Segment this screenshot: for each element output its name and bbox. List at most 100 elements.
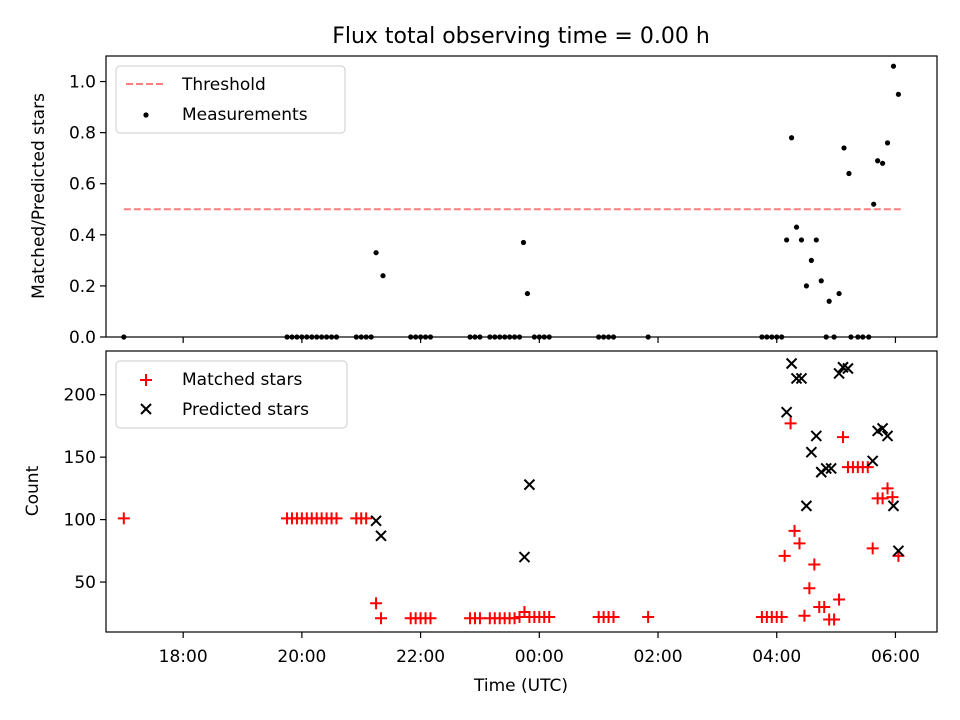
matched-star-point (778, 549, 791, 562)
matched-star-point (117, 512, 130, 525)
matched-star-point (788, 524, 801, 537)
top-y-axis-label: Matched/Predicted stars (29, 93, 49, 299)
legend-matched-label: Matched stars (182, 370, 302, 390)
predicted-star-point (375, 530, 387, 542)
bottom-axes-frame (105, 350, 938, 633)
measurement-point (846, 170, 852, 177)
top-legend-box (115, 65, 346, 134)
matched-star-point (543, 611, 556, 624)
legend-matched-swatch (140, 374, 152, 386)
matched-star-point (642, 611, 655, 624)
x-tick-label: 00:00 (515, 647, 564, 667)
matched-star-point (876, 492, 889, 505)
measurement-point (836, 290, 842, 297)
predicted-star-point (881, 430, 894, 442)
y-tick-label: 0.4 (69, 226, 96, 246)
measurement-point (895, 91, 902, 97)
y-tick-label: 0.6 (69, 175, 96, 195)
predicted-star-point (810, 430, 823, 442)
measurement-point (380, 273, 386, 279)
legend-threshold-label: Threshold (181, 75, 266, 95)
matched-star-point (798, 609, 811, 622)
measurement-point (798, 237, 805, 243)
bottom-plot-marks (117, 357, 905, 626)
top-x-ticks (182, 337, 897, 343)
matched-star-point (784, 417, 797, 430)
measurement-point (784, 237, 790, 243)
measurement-point (373, 250, 379, 256)
x-axis-label: Time (UTC) (473, 676, 568, 696)
measurement-point (818, 278, 824, 284)
y-tick-label: 100 (64, 511, 96, 531)
y-tick-label: 50 (74, 573, 96, 593)
matched-star-point (886, 491, 899, 504)
matched-star-point (424, 612, 437, 625)
measurement-point (813, 237, 819, 243)
matched-star-point (607, 611, 620, 624)
x-tick-label: 18:00 (159, 647, 208, 667)
predicted-star-point (842, 362, 854, 375)
matched-star-point (793, 537, 806, 550)
legend-measurements-swatch (143, 112, 149, 118)
chart-title: Flux total observing time = 0.00 h (332, 24, 710, 49)
matched-star-point (833, 593, 846, 606)
measurement-point (524, 290, 531, 297)
measurement-point (871, 201, 877, 207)
bottom-x-ticks: 18:00 20:00 22:00 00:00 02:00 04:00 06:00 (159, 632, 920, 667)
predicted-star-point (820, 462, 832, 475)
measurement-point (808, 257, 814, 263)
measurement-point (793, 224, 800, 230)
predicted-star-point (785, 357, 798, 370)
predicted-star-point (887, 500, 900, 512)
measurement-point (879, 160, 886, 166)
measurement-point (788, 135, 795, 141)
predicted-star-point (523, 478, 536, 491)
predicted-star-point (805, 446, 818, 458)
measurement-point (875, 158, 881, 164)
predicted-star-point (780, 406, 793, 418)
matched-star-point (808, 558, 821, 571)
matched-star-point (360, 512, 373, 525)
predicted-star-point (833, 367, 845, 380)
measurement-point (803, 283, 810, 289)
predicted-star-point (876, 422, 889, 435)
x-tick-label: 06:00 (871, 647, 920, 667)
top-legend: Threshold Measurements (115, 65, 346, 134)
bottom-y-axis-label: Count (23, 465, 43, 516)
y-tick-label: 0.8 (69, 124, 96, 144)
matched-star-point (375, 612, 388, 625)
bottom-legend: Matched stars Predicted stars (115, 360, 348, 429)
legend-measurements-label: Measurements (182, 105, 308, 125)
y-tick-label: 200 (64, 386, 96, 406)
bottom-y-ticks: 50 100 150 200 (64, 386, 106, 593)
matched-star-point (881, 482, 894, 495)
matched-star-point (803, 582, 816, 595)
matched-star-point (818, 601, 831, 614)
x-tick-label: 20:00 (277, 647, 326, 667)
top-axes-frame (105, 55, 938, 338)
matched-star-point (330, 512, 343, 525)
measurement-point (841, 145, 847, 151)
predicted-star-point (790, 372, 803, 385)
matched-star-point (370, 597, 383, 610)
y-tick-label: 0.2 (69, 277, 96, 297)
predicted-star-point (370, 515, 382, 527)
matched-star-point (866, 542, 879, 555)
matched-star-point (837, 431, 850, 444)
legend-predicted-swatch (140, 403, 152, 415)
x-tick-label: 22:00 (396, 647, 445, 667)
y-tick-label: 1.0 (69, 73, 96, 93)
measurement-point (890, 63, 897, 69)
y-tick-label: 0.0 (69, 328, 96, 348)
predicted-star-point (825, 462, 837, 475)
x-tick-label: 04:00 (752, 647, 801, 667)
predicted-star-point (892, 545, 905, 557)
top-axes: 0.0 0.2 0.4 0.6 0.8 1.0 Matched/Predicted sta… (29, 55, 938, 348)
matched-star-point (775, 611, 788, 624)
measurement-point (520, 239, 527, 246)
legend-predicted-label: Predicted stars (182, 400, 309, 420)
matched-star-point (861, 461, 874, 474)
measurement-point (884, 140, 891, 146)
predicted-star-point (518, 551, 531, 563)
